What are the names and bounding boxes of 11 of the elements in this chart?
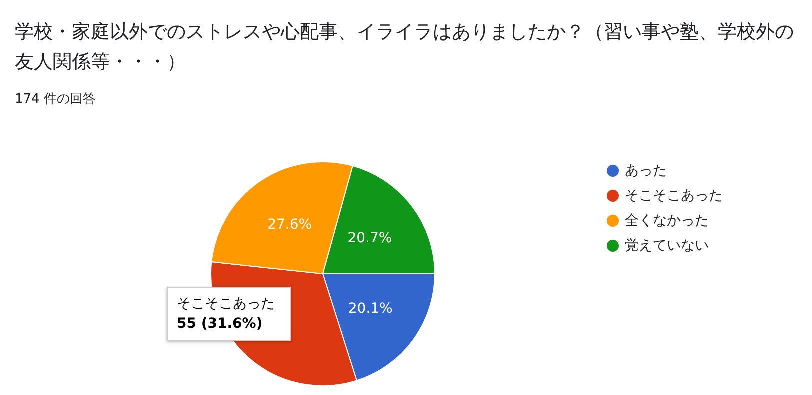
legend-label: あった [625,163,667,179]
data-label: 27.6% [268,217,312,234]
legend-label: 覚えていない [625,238,709,254]
legend-label: そこそこあった [625,188,723,204]
data-label: 20.7% [348,230,392,246]
chart-title: 学校・家庭以外でのストレスや心配事、イライラはありましたか？（習い事や塾、学校外の友人関係等・・・） [15,21,794,73]
text: そこそこあった [177,295,276,314]
legend-label: 全くなかった [625,213,709,229]
text: 174 件の回答 [15,92,96,107]
data-label: 20.1% [348,300,393,317]
text: 55 (31.6%) [177,315,264,334]
